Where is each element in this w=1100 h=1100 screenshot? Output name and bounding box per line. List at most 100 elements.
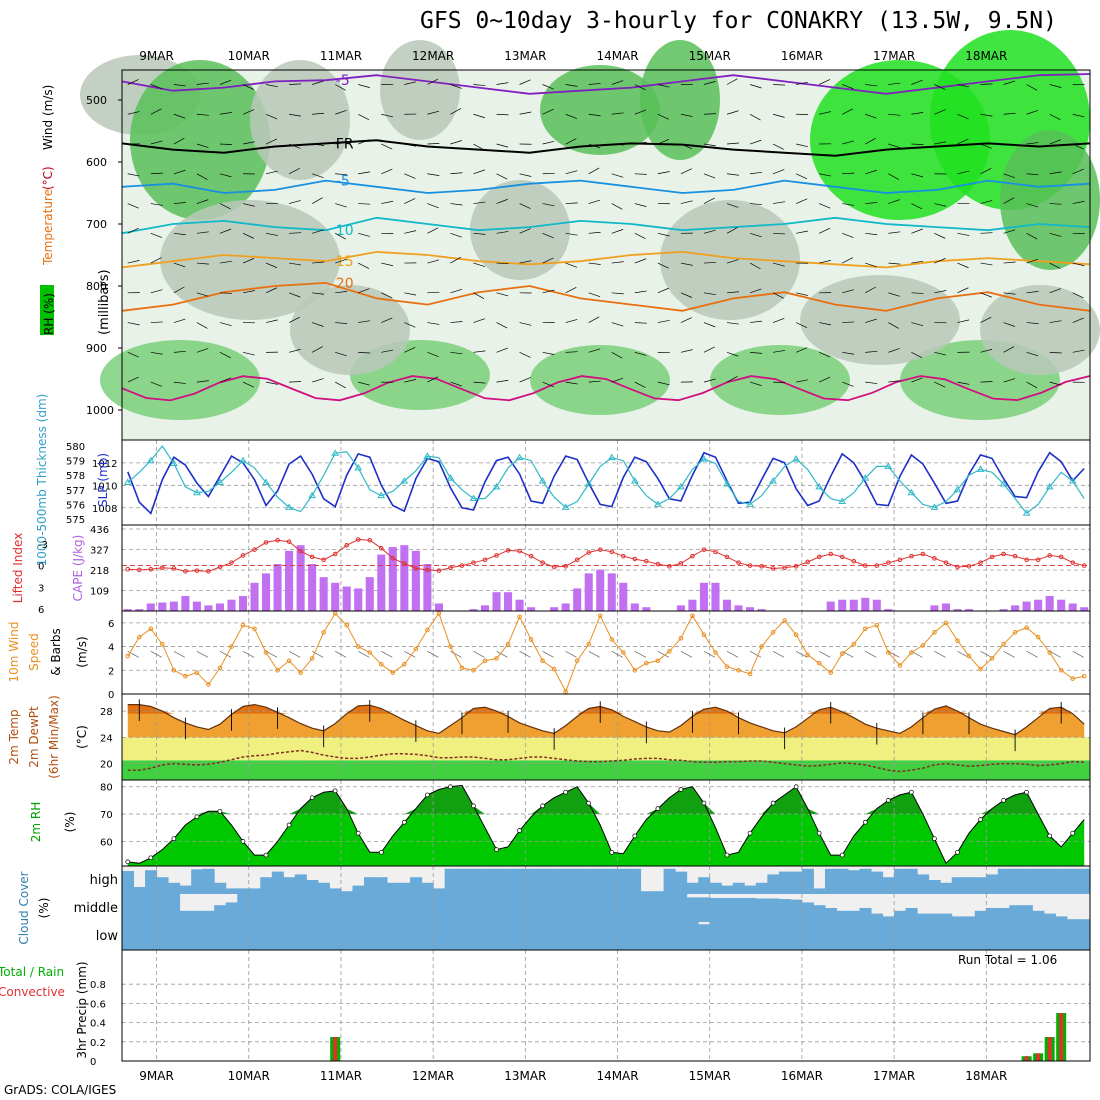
cloud-bar-middle-63	[848, 910, 861, 922]
li-marker-52	[724, 554, 730, 560]
wind-marker-7	[206, 682, 211, 687]
wind-barb-20-907	[358, 351, 371, 354]
wind-barb-80-907	[1049, 351, 1062, 354]
wind-marker-81	[1058, 667, 1064, 673]
cloud-bar-middle-83	[1078, 919, 1091, 922]
wind-tick-0: 0	[108, 690, 114, 701]
cape-bar-34	[515, 599, 524, 611]
li-marker-49	[690, 553, 695, 559]
wind-barb-72-619	[957, 170, 970, 175]
thickness-line	[127, 444, 1085, 515]
rh-marker-56	[770, 800, 776, 806]
thickness-marker-12	[262, 478, 270, 485]
rh-marker-64	[862, 819, 868, 825]
rh-area	[127, 785, 1085, 866]
cloud-bar-high-42	[606, 868, 619, 894]
wind-barb-14-619	[288, 168, 300, 175]
li-marker-25	[413, 566, 419, 571]
cloud-bar-low-37	[548, 922, 561, 950]
date-bottom-14MAR: 14MAR	[596, 1069, 638, 1083]
wind-barb-46-763	[657, 262, 669, 269]
wind-barb-60-523	[819, 111, 831, 115]
wind-barb-22-619	[381, 168, 393, 175]
cloud-bar-middle-67	[894, 910, 907, 922]
wind-barb-40-475	[588, 83, 601, 85]
thickness-marker-74	[976, 465, 985, 472]
cloud-bar-middle-56	[767, 898, 780, 922]
li-marker-14	[286, 539, 292, 544]
rh-shade-14	[530, 345, 670, 415]
thickness-marker-10	[239, 456, 247, 464]
wind-barb-78-955	[1026, 381, 1038, 389]
wind-marker-0	[125, 653, 131, 659]
li-marker-39	[574, 557, 580, 563]
wind-barb-56-955	[773, 381, 786, 384]
rh-marker-12	[263, 852, 269, 858]
wind-barb-74-619	[980, 168, 992, 175]
wind10-barb-16	[311, 650, 324, 658]
li-marker-31	[482, 557, 488, 563]
li-marker-40	[586, 550, 592, 555]
date-bottom-16MAR: 16MAR	[781, 1069, 823, 1083]
wind-barb-28-619	[450, 172, 463, 175]
wind-barb-26-763	[427, 259, 440, 264]
cloud-bar-low-80	[1043, 922, 1056, 950]
li-marker-21	[367, 537, 373, 543]
cloud-bar-middle-58	[790, 899, 803, 922]
li-marker-17	[321, 557, 326, 563]
cape-bar-40	[584, 573, 593, 611]
thick-tick-580: 580	[66, 442, 85, 453]
cloud-bar-high-49	[686, 882, 699, 894]
thickness-marker-80	[1045, 482, 1054, 490]
wind-barb-64-715	[865, 232, 878, 236]
cloud-bar-high-59	[801, 868, 814, 894]
wind-barb-6-715	[196, 231, 209, 234]
isotherm-surface	[121, 375, 1091, 402]
cloud-bar-middle-74	[974, 910, 987, 922]
li-marker-64	[862, 563, 868, 568]
wind-barb-28-715	[450, 232, 462, 238]
rh-shade-19	[980, 285, 1100, 375]
wind-barb-16-523	[312, 112, 325, 115]
wind10-barb-42	[611, 650, 623, 658]
wind-barb-62-523	[842, 108, 854, 115]
wind-barb-10-667	[242, 203, 255, 207]
thickness-marker-8	[216, 478, 224, 485]
wind-marker-49	[690, 613, 695, 619]
wind-barb-68-619	[911, 173, 924, 178]
cloud-bar-high-18	[329, 888, 342, 894]
wind-marker-18	[332, 611, 338, 616]
cloud-bar-high-40	[582, 868, 595, 894]
thick-tick-575: 575	[66, 515, 85, 526]
precip-conv-bar-4	[1059, 1013, 1064, 1061]
wind-barb-42-715	[611, 229, 624, 234]
wind-barb-80-571	[1049, 139, 1061, 145]
wind-barb-38-955	[565, 381, 578, 385]
wind-barb-72-955	[957, 381, 970, 385]
wind-barb-74-859	[980, 316, 992, 323]
thickness-marker-60	[815, 482, 824, 490]
wind-barb-40-667	[588, 199, 601, 204]
credit-text: GrADS: COLA/IGES	[4, 1083, 117, 1097]
wind-barb-76-955	[1003, 378, 1016, 383]
wind-barb-64-859	[865, 318, 877, 323]
wind-barb-12-955	[265, 381, 278, 385]
cloud-bar-middle-36	[536, 894, 549, 922]
wind-barb-54-475	[749, 84, 762, 89]
wind-barb-76-571	[1003, 143, 1016, 146]
rh-marker-4	[171, 836, 177, 842]
cloud-bar-middle-42	[606, 894, 619, 922]
wind-barb-78-619	[1026, 173, 1039, 176]
wind-barb-16-955	[312, 378, 324, 383]
rh2m-unit: (%)	[63, 812, 77, 833]
cloud-bar-low-44	[629, 922, 642, 950]
cloud-bar-low-9	[225, 922, 238, 950]
li-marker-6	[194, 568, 200, 573]
wind-barb-24-571	[404, 143, 417, 147]
isotherm-1	[121, 139, 1091, 157]
wind10-barb-78	[1026, 650, 1038, 658]
rh-marker-6	[194, 814, 200, 820]
cape-bar-48	[676, 605, 685, 611]
thickness-marker-30	[469, 494, 478, 502]
